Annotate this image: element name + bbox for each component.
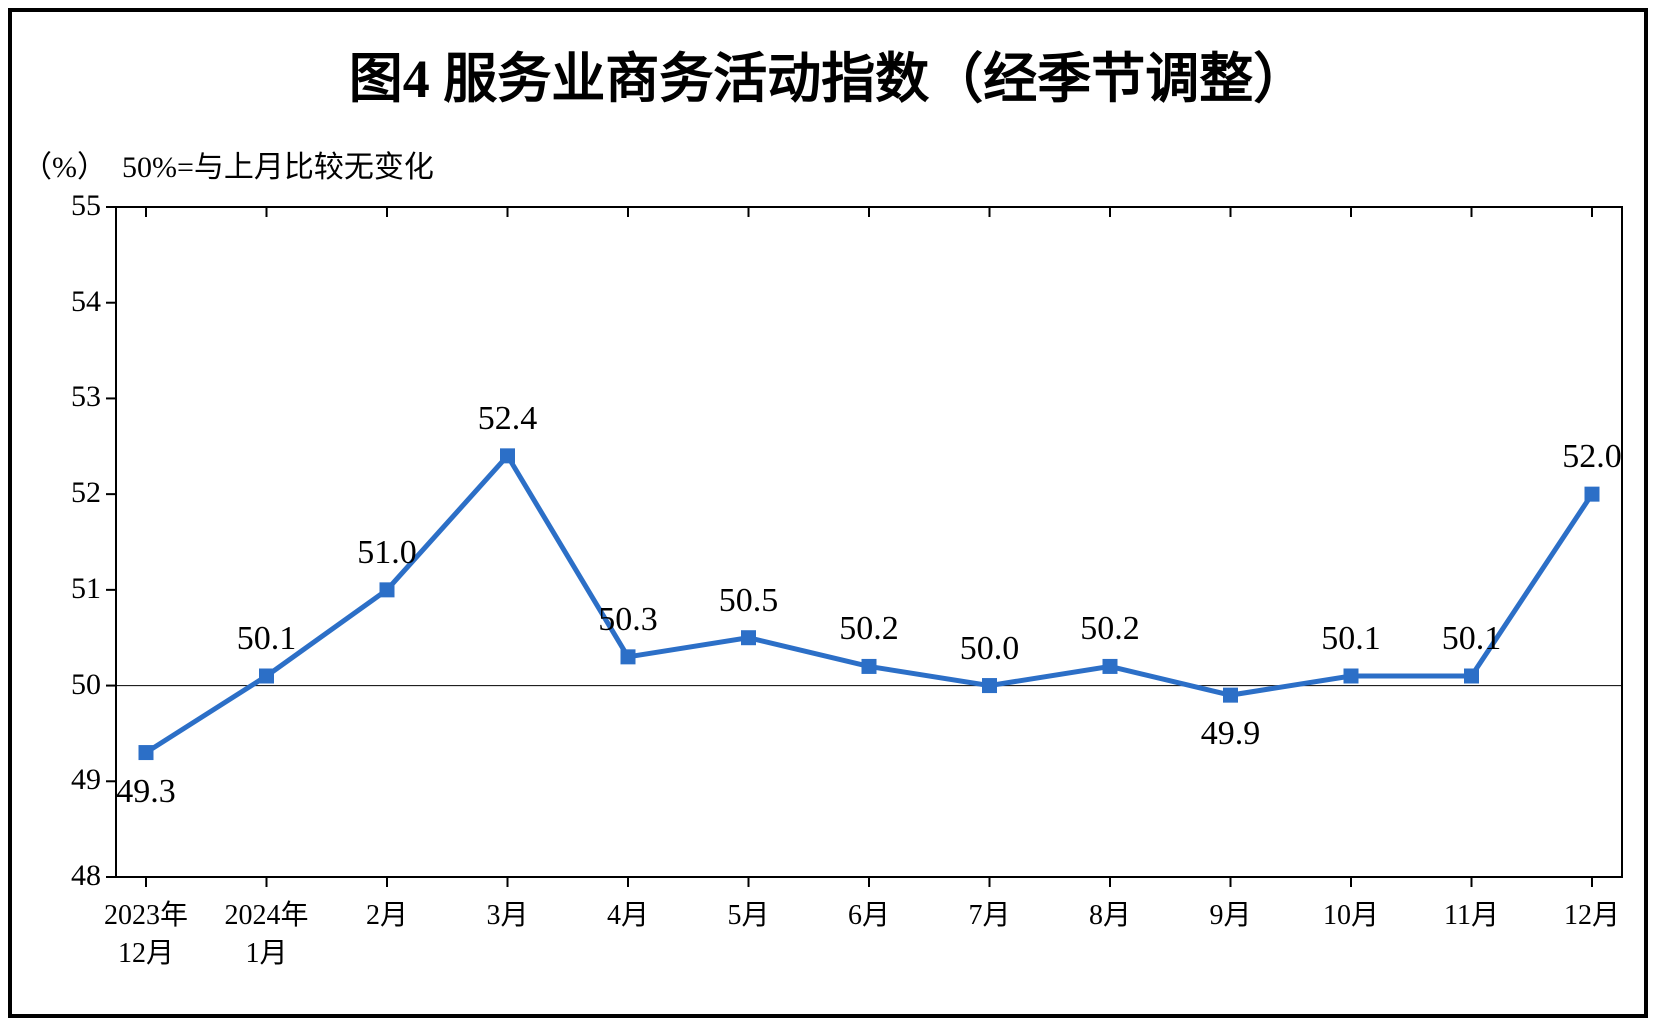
data-point-label: 51.0 — [357, 534, 417, 572]
data-point-label: 49.9 — [1201, 715, 1261, 753]
x-tick-label: 12月 — [1532, 897, 1652, 935]
x-tick-label: 2024年 1月 — [207, 897, 327, 973]
data-point-label: 49.3 — [116, 773, 176, 811]
y-tick-label: 48 — [56, 859, 101, 893]
x-tick-label: 5月 — [689, 897, 809, 935]
y-tick-label: 50 — [56, 668, 101, 702]
data-point-label: 50.5 — [719, 582, 779, 620]
x-tick-label: 4月 — [568, 897, 688, 935]
y-tick-label: 53 — [56, 380, 101, 414]
plot-svg — [12, 12, 1652, 1022]
x-tick-label: 3月 — [448, 897, 568, 935]
x-tick-label: 8月 — [1050, 897, 1170, 935]
data-point-label: 50.2 — [839, 610, 899, 648]
y-tick-label: 51 — [56, 572, 101, 606]
x-tick-label: 10月 — [1291, 897, 1411, 935]
x-tick-label: 11月 — [1412, 897, 1532, 935]
y-tick-label: 54 — [56, 285, 101, 319]
y-tick-label: 55 — [56, 189, 101, 223]
data-point-label: 50.2 — [1080, 610, 1140, 648]
data-point-label: 52.0 — [1562, 438, 1622, 476]
x-tick-label: 6月 — [809, 897, 929, 935]
data-point-label: 50.0 — [960, 630, 1020, 668]
chart-frame: 图4 服务业商务活动指数（经季节调整） （%） 50%=与上月比较无变化 484… — [8, 8, 1648, 1018]
data-point-label: 52.4 — [478, 400, 538, 438]
x-tick-label: 2023年 12月 — [86, 897, 206, 973]
data-point-label: 50.3 — [598, 601, 658, 639]
y-tick-label: 49 — [56, 763, 101, 797]
data-point-label: 50.1 — [1442, 620, 1502, 658]
data-point-label: 50.1 — [1321, 620, 1381, 658]
x-tick-label: 7月 — [930, 897, 1050, 935]
x-tick-label: 2月 — [327, 897, 447, 935]
x-tick-label: 9月 — [1171, 897, 1291, 935]
y-tick-label: 52 — [56, 476, 101, 510]
data-point-label: 50.1 — [237, 620, 297, 658]
